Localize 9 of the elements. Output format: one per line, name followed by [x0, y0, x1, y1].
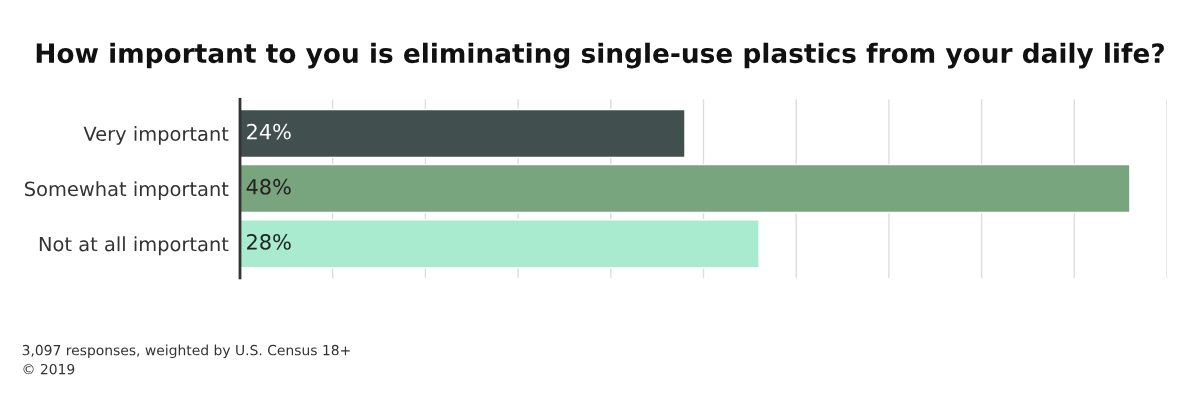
- chart-title: How important to you is eliminating single-use plastics from your daily life?: [36, 42, 1164, 69]
- y-tick-label: Somewhat important: [25, 181, 229, 201]
- data-label: 48%: [246, 178, 291, 195]
- text: 3,097 responses, weighted by U.S. Census 18+: [22, 344, 350, 359]
- y-tick-label: Very important: [83, 126, 229, 145]
- data-label: 24%: [247, 123, 291, 140]
- data-label: 28%: [247, 234, 291, 250]
- y-tick-label: Not at all important: [39, 236, 229, 256]
- text: © 2019: [23, 363, 75, 375]
